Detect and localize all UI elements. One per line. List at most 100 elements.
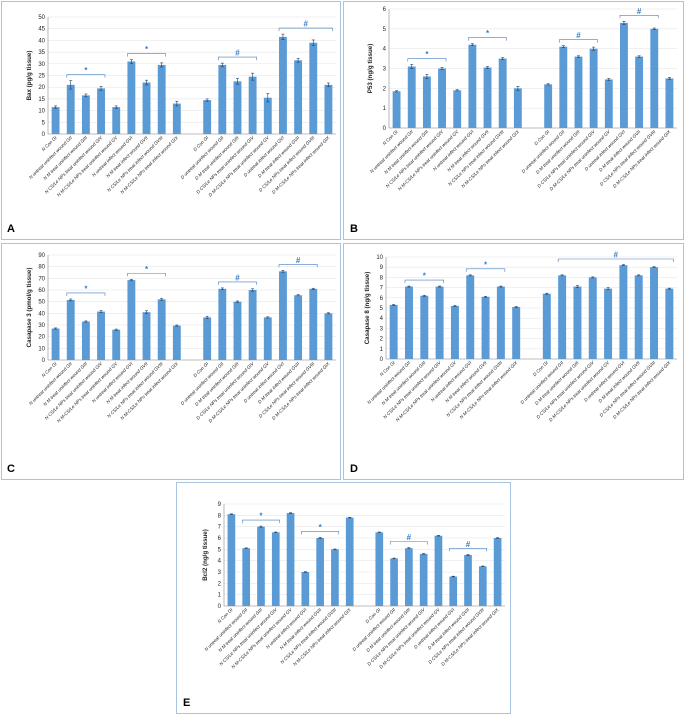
bar: [404, 286, 413, 359]
panel-letter: B: [350, 223, 358, 235]
significance-mark: *: [84, 66, 88, 75]
panel-letter: D: [350, 463, 358, 475]
bar: [483, 67, 492, 128]
significance-bracket: [66, 292, 106, 296]
significance-bracket: [407, 58, 447, 62]
bar: [279, 271, 287, 360]
y-axis-title: Casapase 3 (pmol/g tissue): [26, 268, 33, 348]
y-tick-label: 6: [218, 536, 222, 542]
bar: [496, 286, 505, 359]
bar: [279, 36, 287, 134]
x-tick-label: N CS/Le NPs treat infect wound GVIII: [447, 129, 505, 187]
x-tick-label: D CS/Le NPs treat infect wound GVIII: [258, 135, 316, 193]
y-tick-label: 10: [376, 255, 383, 261]
bar: [203, 317, 212, 360]
bar: [478, 566, 487, 606]
bar: [218, 64, 227, 134]
bar: [559, 46, 568, 128]
bar: [392, 91, 401, 128]
bar: [97, 311, 105, 360]
bar: [498, 58, 507, 129]
bar: [112, 107, 121, 134]
y-tick-label: 6: [380, 296, 384, 302]
bar: [405, 548, 413, 606]
y-tick-label: 25: [38, 74, 45, 80]
y-tick-label: 45: [38, 27, 45, 33]
significance-bracket: [619, 14, 659, 19]
caspase3-chart: 0 10 20 30 40 50 60 70 80 90 Casapase 3 (pmol/g ti…: [26, 253, 336, 424]
significance-mark: #: [576, 31, 581, 40]
bax-chart: 0 5 10 15 20 25 30 35 40 45 50 Bax (pg/g tissue) N C…: [26, 15, 336, 198]
y-tick-label: 30: [38, 62, 45, 68]
bar: [635, 56, 644, 128]
y-tick-label: 3: [380, 326, 384, 332]
bar: [286, 513, 295, 606]
panel-d: 0 1 2 3 4 5 6 7 8 9 10 Casapase 8 (ng/g tissue) N Co…: [343, 243, 684, 480]
y-tick-label: 0: [380, 357, 384, 363]
bar: [324, 84, 333, 134]
bar: [157, 64, 166, 134]
bar: [619, 265, 628, 359]
y-tick-label: 0: [383, 126, 387, 132]
bar: [324, 313, 333, 360]
y-axis-title: P53 (ng/g tissue): [367, 44, 374, 94]
significance-mark: #: [407, 533, 412, 542]
significance-bracket: [301, 531, 340, 535]
bar: [248, 290, 257, 360]
bar: [542, 293, 551, 359]
bar: [493, 538, 502, 606]
y-tick-label: 1: [218, 593, 222, 599]
y-tick-label: 20: [38, 85, 45, 91]
panel-letter: A: [7, 223, 15, 235]
bar: [127, 61, 136, 134]
y-tick-label: 5: [380, 306, 384, 312]
bar: [172, 325, 181, 360]
significance-mark: *: [423, 272, 427, 281]
significance-bracket: [127, 53, 166, 57]
x-tick-label: D CS/Le NPs treat infect wound GVIII: [599, 360, 657, 418]
bar: [301, 572, 310, 606]
bar: [422, 76, 431, 128]
bar: [142, 312, 151, 360]
y-axis-title: Bax (pg/g tissue): [26, 51, 33, 101]
bar: [263, 97, 272, 134]
panel-b: 0 1 2 3 4 5 6 P53 (ng/g tissue) N Con GI N untrea…: [343, 1, 684, 240]
y-tick-label: 1: [380, 347, 384, 353]
bar: [112, 329, 121, 360]
bar: [233, 301, 242, 360]
y-axis-title: Casapase 8 (ng/g tissue): [364, 272, 371, 345]
bar: [468, 44, 477, 129]
bar: [435, 286, 444, 359]
y-tick-label: 5: [42, 120, 46, 126]
x-tick-label: D CS/Le NPs treat uninfect wound GIV: [535, 360, 595, 420]
y-axis-title: Bcl2 (ng/g tissue): [202, 529, 209, 581]
y-tick-label: 2: [383, 86, 387, 92]
y-tick-label: 0: [42, 132, 46, 138]
bar: [574, 56, 583, 128]
bar: [604, 288, 613, 359]
significance-bracket: [449, 548, 487, 552]
bar: [665, 78, 674, 128]
significance-bracket: [278, 27, 333, 32]
bar: [233, 81, 242, 134]
x-tick-label: D CS/Le NPs treat infect wound GVIII: [427, 607, 485, 665]
y-tick-label: 40: [38, 311, 45, 317]
bar: [294, 295, 303, 360]
bar: [271, 532, 280, 606]
bar: [558, 275, 567, 359]
x-tick-label: N CS/Le NPs treat infect wound GVIII: [279, 607, 337, 665]
bar: [573, 286, 582, 359]
bar: [604, 79, 613, 128]
bar: [331, 549, 339, 606]
significance-bracket: [278, 264, 318, 268]
bar: [620, 22, 628, 129]
y-tick-label: 5: [383, 27, 387, 33]
y-tick-label: 2: [380, 337, 384, 343]
bar: [513, 88, 522, 128]
y-tick-label: 0: [218, 604, 222, 610]
bar: [142, 82, 151, 134]
significance-bracket: [218, 281, 257, 285]
significance-bracket: [557, 258, 674, 262]
bar: [464, 555, 472, 606]
